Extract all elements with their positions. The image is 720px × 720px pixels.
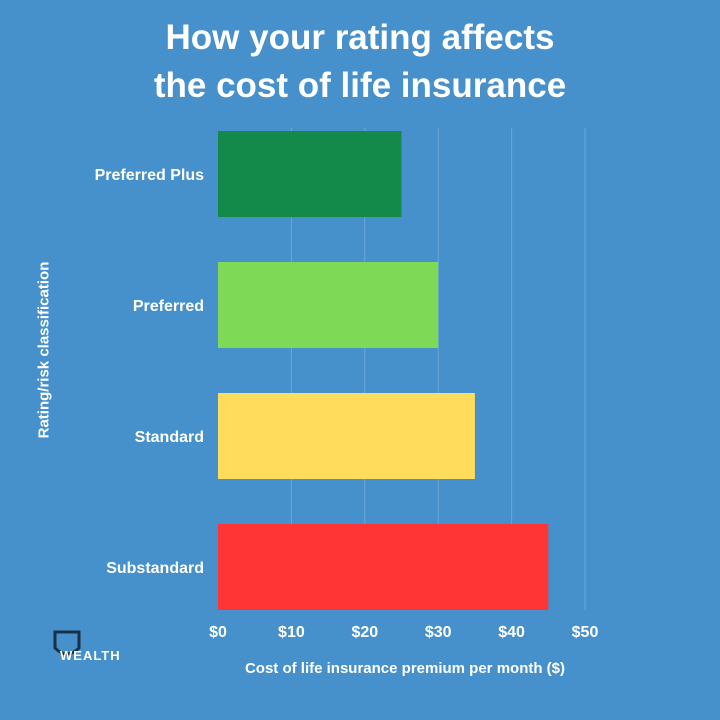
x-axis-ticks: $0 $10 $20 $30 $40 $50: [209, 624, 598, 641]
bar-preferred-plus: [218, 131, 402, 217]
chart-title-line-2: the cost of life insurance: [153, 66, 567, 105]
shield-icon: [53, 630, 81, 656]
x-tick-label: $50: [572, 624, 599, 641]
x-tick-label: $0: [209, 624, 227, 641]
y-axis-label: Rating/risk classification: [35, 261, 53, 439]
x-tick-label: $40: [498, 624, 525, 641]
x-tick-label: $30: [425, 624, 452, 641]
bars: [218, 131, 549, 610]
category-label: Preferred Plus: [95, 167, 204, 184]
bar-preferred: [218, 262, 439, 348]
wealth-logo: WEALTH: [52, 626, 142, 670]
category-label: Preferred: [133, 298, 204, 315]
bar-substandard: [218, 524, 549, 610]
x-tick-label: $20: [351, 624, 378, 641]
logo-text: WEALTH: [60, 648, 121, 663]
category-label: Substandard: [106, 560, 204, 577]
chart-title-line-1: How your rating affects: [165, 18, 555, 57]
category-label: Standard: [135, 429, 204, 446]
bar-standard: [218, 393, 475, 479]
x-axis-label: Cost of life insurance premium per month…: [244, 660, 566, 677]
chart-title: How your rating affects the cost of life…: [0, 14, 720, 110]
x-tick-label: $10: [278, 624, 305, 641]
category-labels: Preferred Plus Preferred Standard Substanda…: [95, 167, 204, 577]
